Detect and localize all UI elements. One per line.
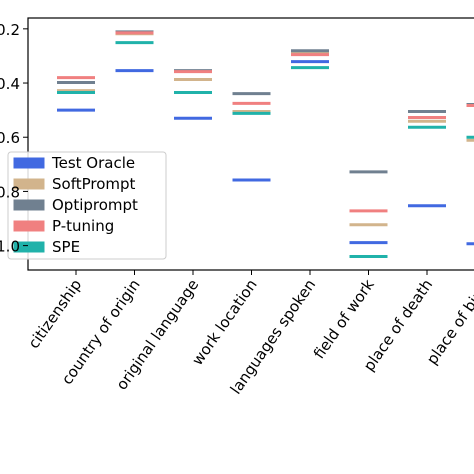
- legend-label: Test Oracle: [51, 154, 135, 172]
- x-tick-label: citizenship: [25, 276, 86, 352]
- plot-frame: [27, 17, 474, 271]
- legend-swatch: [13, 199, 45, 211]
- y-tick-label: 0.6: [0, 129, 20, 147]
- y-tick-label: 1.0: [0, 238, 20, 256]
- legend-swatch: [13, 241, 45, 253]
- y-tick-label: 0.4: [0, 75, 20, 93]
- legend-swatch: [13, 178, 45, 190]
- legend-label: Optiprompt: [52, 196, 138, 214]
- legend-swatch: [13, 220, 45, 232]
- legend-box: [7, 151, 167, 260]
- legend-label: SPE: [52, 238, 80, 256]
- marks: [57, 30, 474, 258]
- y-tick-label: 0.2: [0, 21, 20, 39]
- legend: Test Oracle SoftPrompt Optiprompt P-tuning S…: [7, 151, 167, 260]
- legend-swatch: [13, 157, 45, 169]
- x-tick-label: field of work: [310, 276, 378, 362]
- y-tick-label: 0.8: [0, 183, 20, 201]
- legend-label: SoftPrompt: [52, 175, 136, 193]
- legend-label: P-tuning: [52, 217, 114, 235]
